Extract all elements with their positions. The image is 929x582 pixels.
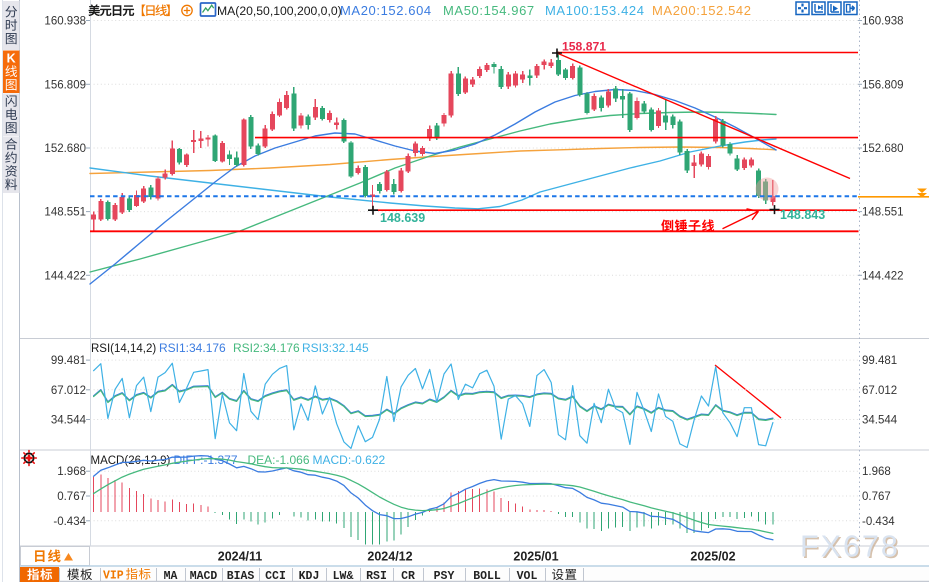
svg-text:BIAS: BIAS bbox=[227, 570, 255, 582]
svg-text:67.012: 67.012 bbox=[862, 385, 897, 397]
svg-text:156.809: 156.809 bbox=[862, 79, 904, 91]
svg-text:PSY: PSY bbox=[434, 570, 455, 582]
svg-text:144.422: 144.422 bbox=[44, 270, 86, 282]
svg-text:MA50:154.967: MA50:154.967 bbox=[443, 3, 535, 18]
svg-text:160.938: 160.938 bbox=[862, 16, 904, 28]
svg-text:MACD(26,12,9): MACD(26,12,9) bbox=[91, 455, 171, 467]
svg-text:BOLL: BOLL bbox=[473, 570, 501, 582]
svg-text:RSI3:32.145: RSI3:32.145 bbox=[302, 341, 369, 355]
svg-text:MA200:152.542: MA200:152.542 bbox=[652, 3, 752, 18]
svg-text:-0.434: -0.434 bbox=[53, 516, 86, 528]
svg-text:2025/01: 2025/01 bbox=[513, 550, 558, 564]
svg-text:99.481: 99.481 bbox=[862, 355, 897, 367]
svg-text:VIP: VIP bbox=[103, 570, 124, 582]
svg-text:34.544: 34.544 bbox=[51, 415, 87, 427]
svg-text:2025/02: 2025/02 bbox=[690, 550, 735, 564]
svg-text:DEA:-1.066: DEA:-1.066 bbox=[248, 453, 310, 467]
svg-text:156.809: 156.809 bbox=[44, 79, 86, 91]
svg-text:MACD: MACD bbox=[190, 570, 218, 582]
svg-text:VOL: VOL bbox=[517, 570, 538, 582]
svg-text:148.551: 148.551 bbox=[862, 207, 904, 219]
svg-text:LW&: LW& bbox=[333, 570, 354, 582]
svg-text:152.680: 152.680 bbox=[44, 143, 86, 155]
svg-text:67.012: 67.012 bbox=[51, 385, 86, 397]
svg-text:0.767: 0.767 bbox=[862, 491, 891, 503]
svg-text:144.422: 144.422 bbox=[862, 270, 904, 282]
svg-text:FX678: FX678 bbox=[800, 530, 900, 564]
svg-text:0.767: 0.767 bbox=[57, 491, 86, 503]
svg-text:FX678: FX678 bbox=[802, 531, 902, 565]
svg-text:2024/12: 2024/12 bbox=[367, 550, 412, 564]
svg-text:148.843: 148.843 bbox=[780, 208, 825, 222]
svg-text:152.680: 152.680 bbox=[862, 143, 904, 155]
svg-text:RSI2:34.176: RSI2:34.176 bbox=[233, 341, 300, 355]
svg-text:99.481: 99.481 bbox=[51, 355, 86, 367]
svg-text:RSI1:34.176: RSI1:34.176 bbox=[159, 341, 226, 355]
svg-text:CR: CR bbox=[401, 570, 415, 582]
svg-text:MACD:-0.622: MACD:-0.622 bbox=[313, 453, 386, 467]
svg-text:MA: MA bbox=[164, 570, 178, 582]
svg-text:34.544: 34.544 bbox=[862, 415, 898, 427]
svg-text:2024/11: 2024/11 bbox=[218, 550, 263, 564]
svg-text:1.968: 1.968 bbox=[862, 466, 891, 478]
svg-text:KDJ: KDJ bbox=[299, 570, 320, 582]
svg-text:MA100:153.424: MA100:153.424 bbox=[545, 3, 645, 18]
svg-text:K: K bbox=[7, 52, 16, 66]
svg-text:MA(20,50,100,200,0,0): MA(20,50,100,200,0,0) bbox=[217, 4, 342, 18]
svg-text:CCI: CCI bbox=[265, 570, 286, 582]
svg-text:148.551: 148.551 bbox=[44, 207, 86, 219]
svg-text:MA20:152.604: MA20:152.604 bbox=[340, 3, 432, 18]
svg-text:148.639: 148.639 bbox=[380, 211, 425, 225]
svg-text:158.871: 158.871 bbox=[562, 40, 606, 54]
svg-text:RSI(14,14,2): RSI(14,14,2) bbox=[91, 343, 156, 355]
svg-text:160.938: 160.938 bbox=[44, 16, 86, 28]
svg-text:1.968: 1.968 bbox=[57, 466, 86, 478]
svg-text:RSI: RSI bbox=[366, 570, 387, 582]
svg-text:-0.434: -0.434 bbox=[862, 516, 895, 528]
